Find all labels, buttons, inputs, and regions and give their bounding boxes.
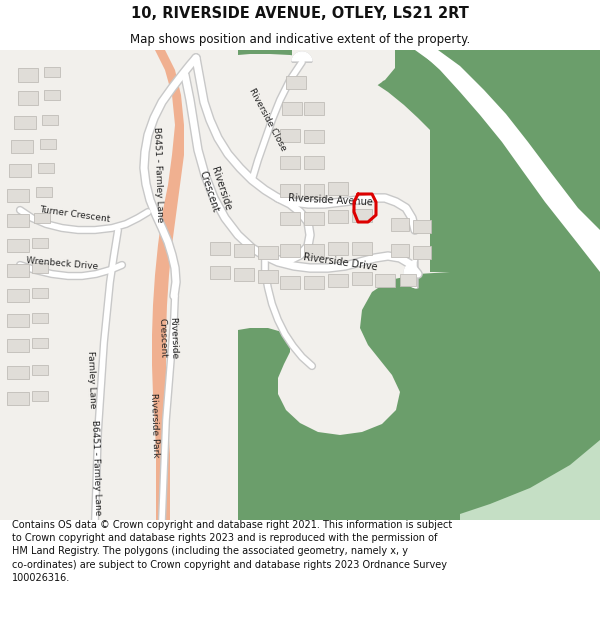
Bar — [304, 156, 324, 169]
Bar — [304, 101, 324, 114]
Bar — [400, 274, 416, 286]
Bar — [210, 241, 230, 254]
Polygon shape — [404, 260, 418, 288]
Bar — [44, 67, 60, 77]
Bar — [304, 184, 324, 196]
Bar — [7, 314, 29, 326]
Bar — [7, 366, 29, 379]
Bar — [234, 244, 254, 256]
Bar — [280, 244, 300, 256]
Polygon shape — [292, 52, 312, 62]
Bar — [280, 211, 300, 224]
Polygon shape — [418, 50, 600, 272]
Bar — [304, 211, 324, 224]
Bar — [375, 274, 395, 286]
Bar — [234, 268, 254, 281]
Polygon shape — [0, 50, 450, 520]
Bar — [210, 266, 230, 279]
Bar — [258, 269, 278, 282]
Bar — [7, 189, 29, 201]
Bar — [304, 244, 324, 256]
Bar — [282, 101, 302, 114]
Bar — [32, 391, 48, 401]
Text: Farnley Lane: Farnley Lane — [86, 351, 98, 409]
Bar — [32, 313, 48, 323]
Text: Riverside Avenue: Riverside Avenue — [287, 192, 373, 208]
Bar — [286, 76, 306, 89]
Text: Riverside
Crescent: Riverside Crescent — [158, 316, 178, 359]
Bar — [304, 129, 324, 142]
Bar — [18, 91, 38, 105]
Bar — [352, 271, 372, 284]
Bar — [328, 274, 348, 286]
Bar — [18, 68, 38, 82]
Text: Riverside Park: Riverside Park — [149, 392, 161, 458]
Bar — [413, 246, 431, 259]
Bar — [413, 219, 431, 232]
Bar — [280, 156, 300, 169]
Bar — [40, 139, 56, 149]
Bar — [7, 289, 29, 301]
Bar — [352, 209, 372, 221]
Bar — [32, 263, 48, 273]
Bar — [391, 217, 409, 231]
Text: Turner Crescent: Turner Crescent — [39, 204, 111, 223]
Text: Contains OS data © Crown copyright and database right 2021. This information is : Contains OS data © Crown copyright and d… — [12, 520, 452, 583]
Bar — [258, 246, 278, 259]
Text: 10, RIVERSIDE AVENUE, OTLEY, LS21 2RT: 10, RIVERSIDE AVENUE, OTLEY, LS21 2RT — [131, 6, 469, 21]
Text: Riverside Drive: Riverside Drive — [302, 252, 377, 272]
Polygon shape — [238, 50, 600, 520]
Bar — [7, 339, 29, 351]
Bar — [7, 214, 29, 226]
Bar — [7, 391, 29, 404]
Bar — [34, 213, 50, 223]
Polygon shape — [238, 50, 600, 435]
Bar — [391, 244, 409, 256]
Bar — [352, 241, 372, 254]
Bar — [7, 239, 29, 251]
Text: Riverside Close: Riverside Close — [248, 87, 289, 153]
Polygon shape — [292, 50, 390, 96]
Bar — [32, 338, 48, 348]
Bar — [44, 90, 60, 100]
Bar — [328, 241, 348, 254]
Text: B6451 - Farnley Lane: B6451 - Farnley Lane — [152, 127, 164, 223]
Bar — [9, 164, 31, 176]
Polygon shape — [152, 50, 184, 520]
Text: B6451 - Farnley Lane: B6451 - Farnley Lane — [90, 420, 102, 516]
Bar — [328, 181, 348, 194]
Bar — [280, 184, 300, 196]
Polygon shape — [430, 460, 600, 520]
Bar — [304, 276, 324, 289]
Bar — [14, 116, 36, 129]
Polygon shape — [415, 50, 600, 270]
Text: Wrenbeck Drive: Wrenbeck Drive — [26, 256, 98, 272]
Bar — [32, 365, 48, 375]
Polygon shape — [300, 50, 395, 92]
Bar — [38, 163, 54, 173]
Bar — [11, 139, 33, 152]
Text: Riverside
Crescent: Riverside Crescent — [198, 165, 232, 215]
Text: Map shows position and indicative extent of the property.: Map shows position and indicative extent… — [130, 32, 470, 46]
Polygon shape — [404, 260, 416, 288]
Bar — [280, 129, 300, 141]
Bar — [328, 209, 348, 222]
Bar — [32, 288, 48, 298]
Bar — [36, 187, 52, 197]
Bar — [42, 115, 58, 125]
Polygon shape — [460, 440, 600, 520]
Polygon shape — [292, 52, 312, 61]
Bar — [32, 238, 48, 248]
Bar — [280, 276, 300, 289]
Bar — [7, 264, 29, 276]
